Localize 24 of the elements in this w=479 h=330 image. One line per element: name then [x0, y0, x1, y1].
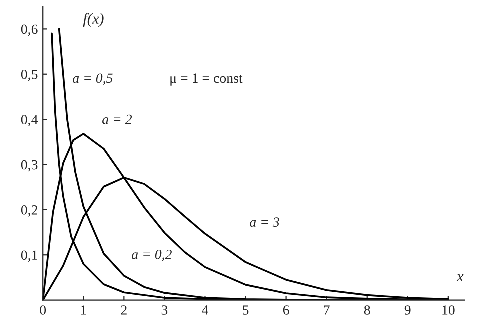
- x-tick-label: 5: [243, 306, 249, 315]
- y-axis-title: f(x): [83, 13, 104, 28]
- x-tick-label: 9: [404, 306, 411, 315]
- y-tick-label: 0,3: [21, 160, 38, 172]
- x-tick-label: 4: [202, 306, 208, 315]
- annotation: μ = 1 = const: [170, 74, 243, 86]
- x-axis-title: x: [456, 274, 464, 282]
- x-tick-label: 3: [162, 306, 168, 315]
- y-tick-label: 0,4: [21, 115, 38, 127]
- annotation: a = 3: [250, 218, 280, 228]
- x-tick-label: 2: [121, 306, 127, 315]
- annotation: a = 0,5: [73, 74, 113, 86]
- x-tick-label: 0: [40, 306, 46, 315]
- x-tick-label: 10: [442, 306, 455, 315]
- annotation: a = 0,2: [132, 250, 172, 262]
- annotation: a = 2: [102, 114, 132, 124]
- x-tick-label: 7: [324, 306, 330, 315]
- y-tick-label: 0,2: [21, 206, 38, 217]
- x-tick-label: 1: [81, 306, 86, 315]
- y-tick-label: 0,5: [21, 70, 38, 82]
- x-tick-label: 6: [283, 306, 290, 315]
- y-tick-label: 0,1: [21, 250, 38, 262]
- y-tick-label: 0,6: [21, 24, 38, 36]
- x-tick-label: 8: [364, 306, 370, 315]
